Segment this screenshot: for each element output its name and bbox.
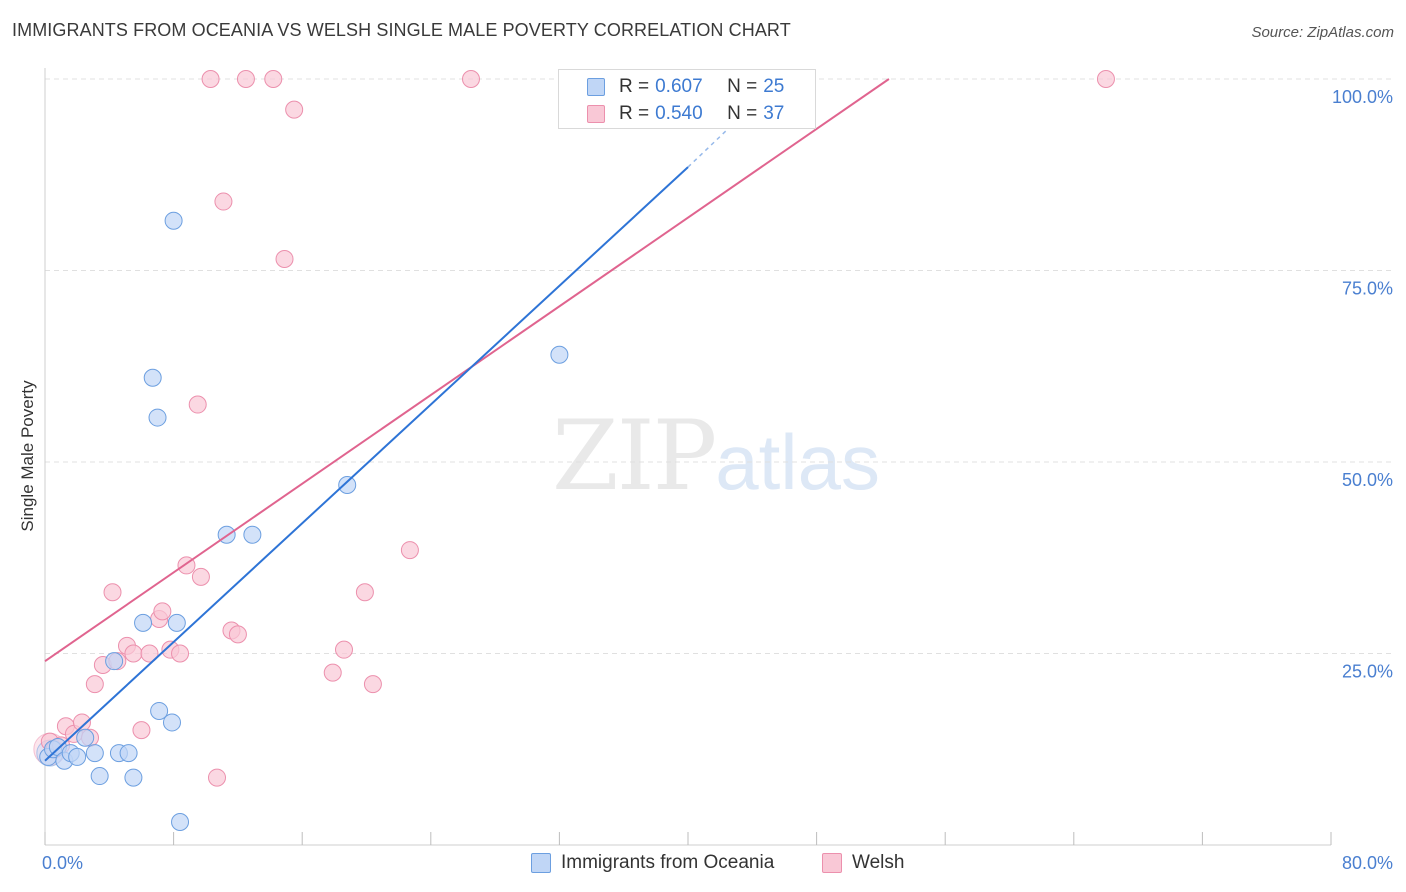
bottom-legend-welsh[interactable]: Welsh xyxy=(822,852,904,874)
point-oceania xyxy=(119,744,138,763)
trendline-oceania xyxy=(44,166,689,762)
legend-n-label: N = xyxy=(727,76,758,97)
point-oceania xyxy=(338,475,357,494)
point-welsh xyxy=(355,583,374,602)
legend-r-label: R = xyxy=(619,76,650,97)
point-oceania xyxy=(167,613,186,632)
point-welsh xyxy=(275,250,294,269)
y-tick-label: 75.0% xyxy=(1342,279,1393,299)
point-welsh xyxy=(264,70,283,88)
legend-n-label: N = xyxy=(727,103,758,124)
y-tick-label: 25.0% xyxy=(1342,662,1393,682)
point-oceania xyxy=(85,744,104,763)
point-welsh xyxy=(1096,70,1115,88)
point-welsh xyxy=(228,625,247,644)
bottom-legend-label-oceania: Immigrants from Oceania xyxy=(561,852,775,873)
chart-title: IMMIGRANTS FROM OCEANIA VS WELSH SINGLE … xyxy=(12,20,791,40)
point-welsh xyxy=(334,640,353,659)
y-axis-label: Single Male Poverty xyxy=(18,380,37,532)
point-oceania xyxy=(76,728,95,747)
point-welsh xyxy=(236,70,255,88)
point-welsh xyxy=(124,644,143,663)
watermark: ZIPatlas xyxy=(552,400,880,512)
point-welsh xyxy=(140,644,159,663)
point-oceania xyxy=(134,613,153,632)
watermark-zip: ZIP xyxy=(552,400,717,512)
point-welsh xyxy=(201,70,220,88)
legend-n-value-welsh: 37 xyxy=(763,103,785,124)
legend-swatch-welsh xyxy=(587,105,605,123)
point-oceania xyxy=(171,813,190,832)
point-oceania xyxy=(105,652,124,671)
point-welsh xyxy=(103,583,122,602)
point-welsh xyxy=(285,100,304,119)
legend-swatch-oceania xyxy=(587,78,605,96)
legend-r-value-oceania: 0.607 xyxy=(655,76,703,97)
source-label: Source: ZipAtlas.com xyxy=(1251,24,1394,41)
point-welsh xyxy=(214,192,233,211)
x-tick-label: 80.0% xyxy=(1342,853,1393,873)
stats-legend: R = 0.607 N = 25 R = 0.540 N = 37 xyxy=(558,69,816,129)
point-oceania xyxy=(124,768,143,787)
point-oceania xyxy=(90,767,109,786)
point-welsh xyxy=(85,675,104,694)
point-oceania xyxy=(550,345,569,364)
bottom-legend-swatch-welsh xyxy=(822,853,842,873)
bottom-legend-oceania[interactable]: Immigrants from Oceania xyxy=(531,852,774,874)
point-oceania xyxy=(148,408,167,427)
point-welsh xyxy=(132,721,151,740)
point-welsh xyxy=(363,675,382,694)
point-oceania xyxy=(150,701,169,720)
legend-n-value-oceania: 25 xyxy=(763,76,785,97)
point-welsh xyxy=(461,70,480,88)
point-welsh xyxy=(188,395,207,414)
y-tick-label: 50.0% xyxy=(1342,470,1393,490)
bottom-legend-label-welsh: Welsh xyxy=(852,852,905,873)
legend-r-value-welsh: 0.540 xyxy=(655,103,703,124)
point-welsh xyxy=(400,541,419,560)
point-welsh xyxy=(171,644,190,663)
point-oceania xyxy=(68,747,87,766)
point-welsh xyxy=(208,768,227,787)
x-tick-label: 0.0% xyxy=(42,853,83,873)
legend-row-oceania: R = 0.607 N = 25 xyxy=(619,74,784,100)
y-tick-label: 100.0% xyxy=(1332,87,1393,107)
legend-r-label: R = xyxy=(619,103,650,124)
bottom-legend-swatch-oceania xyxy=(531,853,551,873)
legend-row-welsh: R = 0.540 N = 37 xyxy=(619,101,784,127)
point-oceania xyxy=(143,368,162,387)
point-oceania xyxy=(162,713,181,732)
point-welsh xyxy=(323,663,342,682)
point-oceania xyxy=(243,525,262,544)
point-welsh xyxy=(153,602,172,621)
point-welsh xyxy=(191,567,210,586)
point-oceania xyxy=(164,211,183,230)
